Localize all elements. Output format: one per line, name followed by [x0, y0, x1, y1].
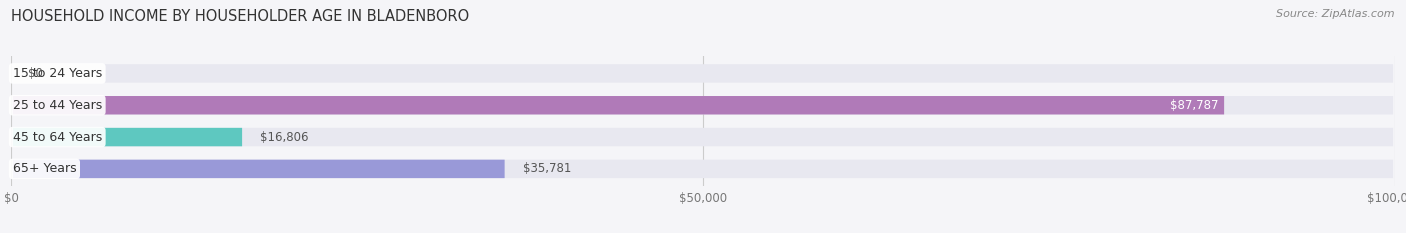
- Text: 45 to 64 Years: 45 to 64 Years: [13, 130, 101, 144]
- FancyBboxPatch shape: [13, 160, 1393, 178]
- FancyBboxPatch shape: [13, 96, 1393, 114]
- Text: $16,806: $16,806: [260, 130, 309, 144]
- Text: 25 to 44 Years: 25 to 44 Years: [13, 99, 101, 112]
- Text: $0: $0: [28, 67, 42, 80]
- FancyBboxPatch shape: [13, 64, 1393, 83]
- Text: Source: ZipAtlas.com: Source: ZipAtlas.com: [1277, 9, 1395, 19]
- Text: 15 to 24 Years: 15 to 24 Years: [13, 67, 101, 80]
- FancyBboxPatch shape: [13, 128, 242, 146]
- FancyBboxPatch shape: [13, 160, 505, 178]
- Text: 65+ Years: 65+ Years: [13, 162, 76, 175]
- Text: $35,781: $35,781: [523, 162, 571, 175]
- Text: HOUSEHOLD INCOME BY HOUSEHOLDER AGE IN BLADENBORO: HOUSEHOLD INCOME BY HOUSEHOLDER AGE IN B…: [11, 9, 470, 24]
- FancyBboxPatch shape: [13, 128, 1393, 146]
- FancyBboxPatch shape: [13, 96, 1225, 114]
- Text: $87,787: $87,787: [1170, 99, 1219, 112]
